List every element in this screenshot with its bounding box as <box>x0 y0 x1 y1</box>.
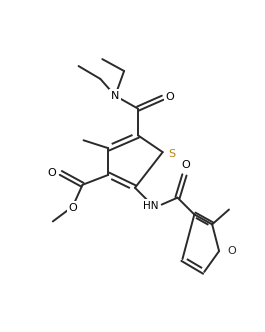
Text: O: O <box>68 203 77 212</box>
Text: S: S <box>169 149 176 159</box>
Text: O: O <box>227 246 236 256</box>
Text: O: O <box>165 92 174 102</box>
Text: HN: HN <box>143 201 158 210</box>
Text: O: O <box>47 168 56 178</box>
Text: O: O <box>181 160 190 170</box>
Text: N: N <box>111 91 119 101</box>
